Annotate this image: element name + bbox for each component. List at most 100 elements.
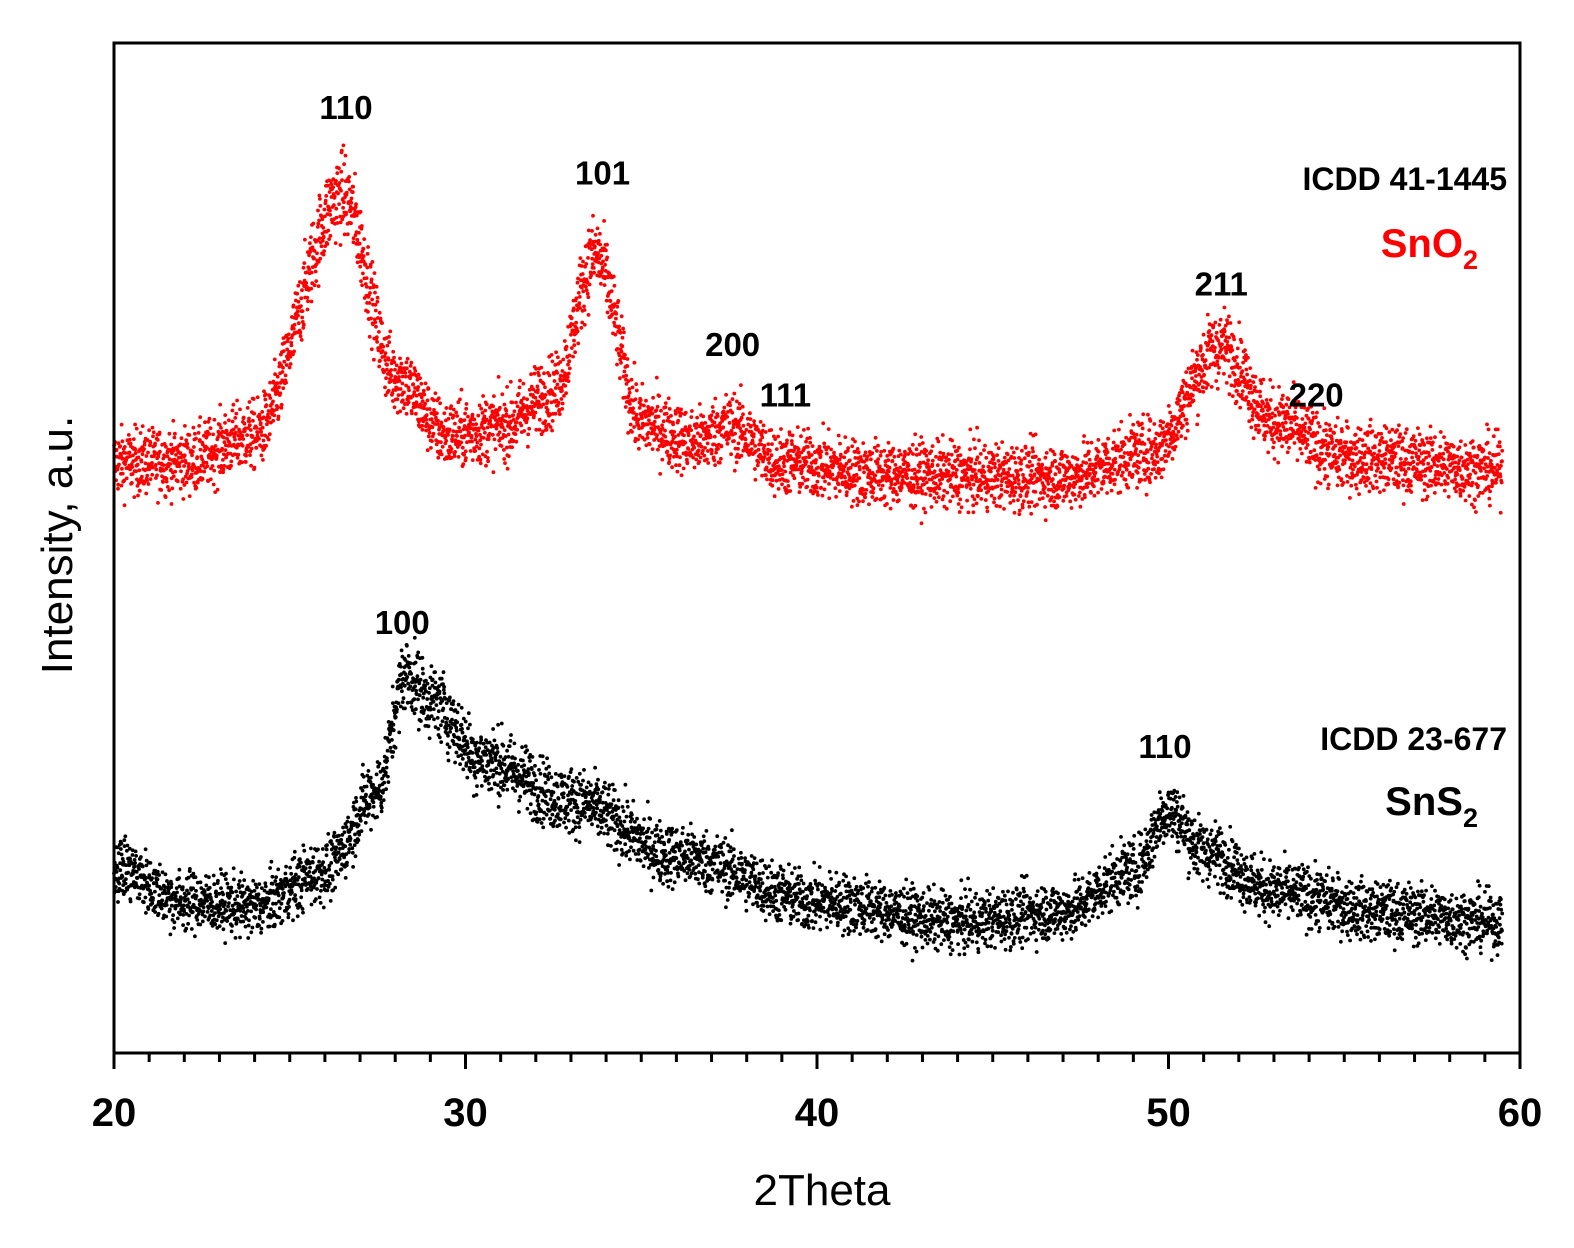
- data-point: [634, 388, 639, 393]
- data-point: [425, 421, 429, 426]
- data-point: [944, 506, 949, 511]
- data-point: [1128, 413, 1132, 417]
- data-point: [990, 486, 995, 491]
- data-point: [1175, 436, 1180, 441]
- data-point: [1084, 461, 1089, 465]
- data-point: [140, 424, 145, 428]
- data-point: [590, 262, 595, 266]
- data-point: [609, 289, 614, 293]
- data-point: [1215, 359, 1220, 364]
- data-point: [1016, 498, 1020, 502]
- data-point: [360, 283, 364, 288]
- data-point: [400, 381, 405, 386]
- data-point: [578, 256, 583, 260]
- data-point: [1087, 457, 1092, 462]
- data-point: [386, 357, 391, 362]
- data-point: [632, 360, 637, 365]
- data-point: [816, 465, 820, 470]
- data-point: [1261, 377, 1266, 382]
- data-point: [1396, 485, 1400, 490]
- data-point: [908, 481, 912, 485]
- data-point: [932, 496, 937, 500]
- data-point: [373, 290, 377, 295]
- data-point: [996, 446, 1001, 451]
- data-point: [1313, 458, 1318, 462]
- data-point: [915, 482, 920, 486]
- data-point: [611, 274, 616, 279]
- data-point: [123, 451, 128, 455]
- data-point: [714, 450, 718, 455]
- data-point: [689, 415, 694, 419]
- data-point: [917, 452, 922, 456]
- data-point: [1201, 353, 1205, 357]
- data-point: [341, 205, 345, 210]
- data-point: [679, 411, 684, 416]
- data-point: [600, 265, 605, 270]
- data-point: [406, 400, 411, 405]
- data-point: [955, 493, 960, 498]
- data-point: [1065, 455, 1069, 459]
- data-point: [451, 407, 456, 412]
- data-point: [1082, 434, 1086, 438]
- data-point: [495, 413, 500, 417]
- data-point: [402, 390, 406, 395]
- data-point: [191, 425, 196, 430]
- data-point: [676, 406, 680, 411]
- data-point: [1389, 466, 1394, 471]
- data-point: [679, 407, 683, 412]
- data-point: [522, 396, 526, 400]
- data-point: [1416, 426, 1420, 430]
- data-point: [1363, 450, 1368, 455]
- data-point: [395, 397, 400, 402]
- data-point: [243, 460, 248, 464]
- data-point: [1374, 479, 1379, 484]
- data-point: [480, 411, 485, 415]
- data-point: [850, 504, 854, 509]
- data-point: [172, 435, 177, 440]
- data-point: [706, 449, 710, 453]
- data-point: [1013, 480, 1017, 485]
- data-point: [1127, 438, 1132, 443]
- data-point: [650, 406, 654, 411]
- data-point: [376, 348, 381, 353]
- data-point: [865, 457, 869, 462]
- data-point: [446, 433, 450, 437]
- data-point: [378, 358, 382, 363]
- data-point: [1413, 446, 1418, 451]
- data-point: [555, 371, 560, 375]
- data-point: [511, 439, 516, 443]
- data-point: [975, 455, 980, 460]
- data-point: [683, 425, 688, 430]
- data-point: [372, 357, 376, 362]
- data-point: [1373, 473, 1378, 478]
- data-point: [1302, 425, 1307, 430]
- data-point: [212, 468, 217, 473]
- data-point: [926, 458, 930, 463]
- data-point: [210, 464, 215, 468]
- data-point: [977, 461, 982, 465]
- data-point: [504, 408, 509, 413]
- data-point: [1401, 483, 1406, 488]
- data-point: [1160, 456, 1165, 461]
- data-point: [810, 444, 815, 448]
- data-point: [1278, 429, 1283, 433]
- data-point: [427, 407, 432, 411]
- data-point: [948, 499, 953, 504]
- data-point: [731, 425, 736, 430]
- data-point: [169, 442, 174, 447]
- data-point: [1401, 478, 1405, 483]
- data-point: [235, 398, 240, 403]
- data-point: [138, 480, 143, 484]
- data-point: [1183, 436, 1188, 441]
- data-point: [164, 476, 169, 481]
- data-point: [597, 256, 602, 261]
- data-point: [955, 457, 960, 462]
- data-point: [381, 344, 386, 349]
- data-point: [236, 452, 241, 457]
- data-point: [1034, 454, 1038, 459]
- data-point: [1101, 481, 1106, 485]
- data-point: [715, 414, 720, 418]
- data-point: [725, 441, 730, 446]
- data-point: [636, 417, 641, 422]
- data-point: [717, 460, 722, 465]
